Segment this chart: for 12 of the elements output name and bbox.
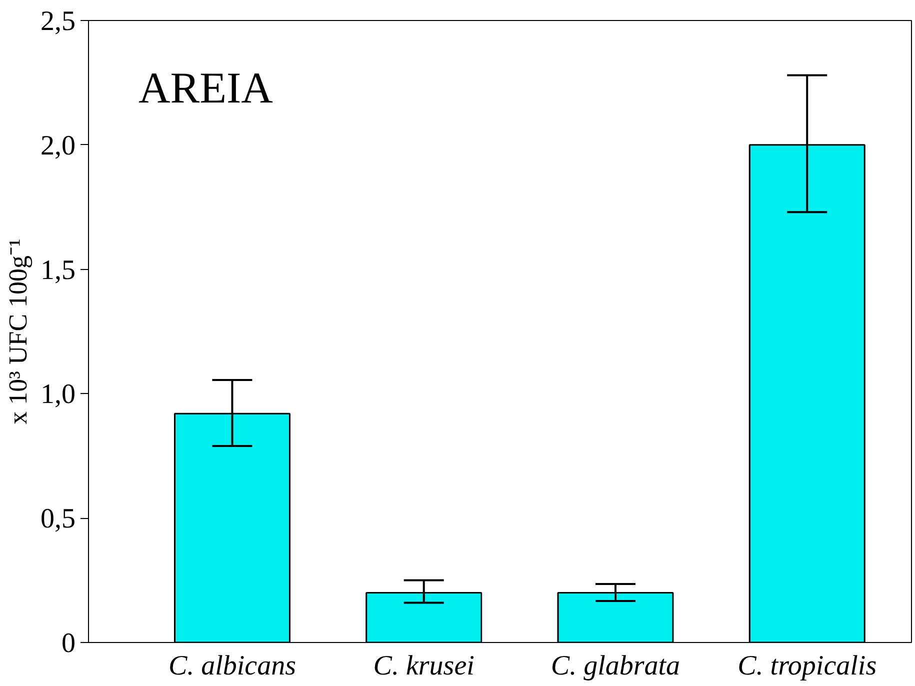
y-tick-label: 2,5 bbox=[40, 6, 76, 37]
y-tick-label: 0,5 bbox=[40, 504, 76, 535]
y-tick-label: 1,0 bbox=[40, 379, 76, 410]
y-tick-label: 1,5 bbox=[40, 254, 76, 286]
x-tick-label: C. albicans bbox=[168, 650, 296, 682]
x-tick-label: C. tropicalis bbox=[738, 650, 877, 682]
annotation: AREIA bbox=[138, 64, 274, 112]
x-tick-label: C. krusei bbox=[373, 650, 474, 682]
y-axis-title: x 10³ UFC 100g⁻¹ bbox=[4, 238, 32, 424]
y-tick-label: 0 bbox=[62, 628, 76, 659]
y-tick-label: 2,0 bbox=[40, 130, 76, 162]
x-tick-label: C. glabrata bbox=[550, 650, 680, 682]
